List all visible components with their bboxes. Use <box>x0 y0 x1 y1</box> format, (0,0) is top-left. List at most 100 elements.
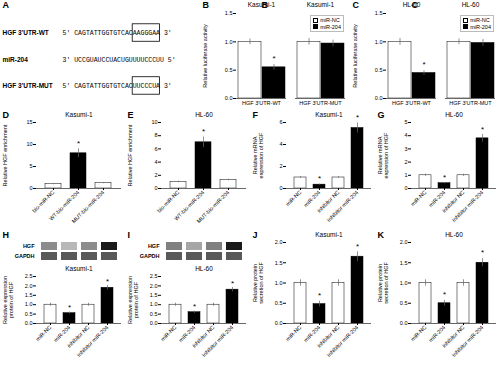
svg-text:1.0: 1.0 <box>225 39 233 45</box>
svg-text:inhibitor miR-204: inhibitor miR-204 <box>326 324 360 358</box>
svg-text:miR-204: miR-204 <box>53 324 72 343</box>
svg-text:E: E <box>128 110 134 120</box>
svg-text:inhibitor miR-204: inhibitor miR-204 <box>451 189 485 223</box>
svg-text:inhibitor miR-204: inhibitor miR-204 <box>76 324 110 358</box>
svg-text:miR-NC: miR-NC <box>34 324 52 342</box>
svg-text:2.0: 2.0 <box>150 283 158 289</box>
svg-text:Relative mRNAexpression of HGF: Relative mRNAexpression of HGF <box>252 132 264 178</box>
svg-text:HGF 3'UTR-MUT: HGF 3'UTR-MUT <box>299 100 342 106</box>
svg-text:K: K <box>378 230 385 240</box>
svg-text:2: 2 <box>154 172 157 178</box>
svg-text:1.5: 1.5 <box>400 260 408 266</box>
svg-text:*: * <box>356 242 359 251</box>
svg-text:Relative HGF enrichment: Relative HGF enrichment <box>127 124 133 186</box>
svg-text:2: 2 <box>279 163 282 169</box>
svg-text:*: * <box>481 248 484 257</box>
svg-text:0: 0 <box>154 185 157 191</box>
svg-text:0.5: 0.5 <box>400 300 408 306</box>
svg-text:HL-60: HL-60 <box>462 1 480 8</box>
svg-text:4: 4 <box>154 159 157 165</box>
svg-text:Relative HGF enrichment: Relative HGF enrichment <box>2 124 8 186</box>
svg-text:1.5: 1.5 <box>275 260 283 266</box>
svg-text:3: 3 <box>404 146 407 152</box>
svg-text:2.0: 2.0 <box>25 283 33 289</box>
svg-text:*: * <box>77 139 80 148</box>
svg-text:4: 4 <box>404 132 407 138</box>
svg-text:0.5: 0.5 <box>150 311 158 317</box>
svg-text:2.0: 2.0 <box>400 239 408 245</box>
svg-text:1.5: 1.5 <box>375 10 383 16</box>
svg-text:0.5: 0.5 <box>225 67 233 73</box>
svg-text:*: * <box>272 54 275 63</box>
svg-text:*: * <box>481 125 484 134</box>
svg-text:Kasumi-1: Kasumi-1 <box>307 1 335 8</box>
svg-text:bio-miR-NC: bio-miR-NC <box>31 189 56 214</box>
svg-text:*: * <box>356 113 359 122</box>
svg-text:0.0: 0.0 <box>275 320 283 326</box>
svg-text:1.5: 1.5 <box>150 292 158 298</box>
svg-text:10: 10 <box>151 119 157 125</box>
svg-text:Relative expressionprotein of: Relative expressionprotein of HGF <box>127 276 139 324</box>
svg-text:10: 10 <box>26 141 32 147</box>
svg-text:*: * <box>443 173 446 182</box>
svg-text:*: * <box>193 302 196 311</box>
svg-text:HGF 3'UTR-MUT: HGF 3'UTR-MUT <box>449 100 492 106</box>
svg-text:Relative luciferase activity: Relative luciferase activity <box>352 24 358 88</box>
svg-text:1.0: 1.0 <box>150 301 158 307</box>
svg-text:0.5: 0.5 <box>375 67 383 73</box>
svg-text:G: G <box>378 110 385 120</box>
svg-text:miR-NC: miR-NC <box>159 324 177 342</box>
svg-text:*: * <box>68 303 71 312</box>
svg-text:0.0: 0.0 <box>400 320 408 326</box>
svg-text:UUCCCUA: UUCCCUA <box>133 83 160 90</box>
svg-text:C: C <box>412 0 419 10</box>
svg-text:0.5: 0.5 <box>25 311 33 317</box>
svg-text:1.0: 1.0 <box>275 280 283 286</box>
svg-text:inhibitor miR-204: inhibitor miR-204 <box>451 324 485 358</box>
svg-text:*: * <box>202 127 205 136</box>
svg-text:Kasumi-1: Kasumi-1 <box>315 111 343 118</box>
svg-text:5' CAGTATTGGTGTCAC: 5' CAGTATTGGTGTCAC <box>63 30 133 37</box>
svg-text:Kasumi-1: Kasumi-1 <box>315 231 343 238</box>
svg-text:*: * <box>231 279 234 288</box>
svg-text:Relative mRNAexpression of HGF: Relative mRNAexpression of HGF <box>377 132 389 178</box>
svg-text:B: B <box>203 0 210 10</box>
svg-text:HGF 3'UTR-MUT: HGF 3'UTR-MUT <box>3 82 53 89</box>
svg-text:miR-NC: miR-NC <box>284 324 302 342</box>
svg-text:Relative proteinsecretion of H: Relative proteinsecretion of HGF <box>377 262 389 304</box>
svg-text:C: C <box>353 0 360 10</box>
svg-text:0.0: 0.0 <box>375 95 383 101</box>
svg-text:HGF: HGF <box>148 243 160 249</box>
svg-text:Relative luciferase activity: Relative luciferase activity <box>202 24 208 88</box>
svg-text:4: 4 <box>279 141 282 147</box>
svg-text:HGF 3'UTR-WT: HGF 3'UTR-WT <box>392 100 432 106</box>
svg-text:Relative expressionprotein of: Relative expressionprotein of HGF <box>2 276 14 324</box>
svg-text:6: 6 <box>279 119 282 125</box>
svg-text:miR-NC: miR-NC <box>409 324 427 342</box>
svg-text:F: F <box>253 110 259 120</box>
svg-text:J: J <box>253 230 258 240</box>
svg-text:AAGGGAA: AAGGGAA <box>133 30 160 37</box>
svg-text:miR-204: miR-204 <box>3 56 29 63</box>
svg-text:2: 2 <box>404 159 407 165</box>
svg-text:2.0: 2.0 <box>275 239 283 245</box>
svg-text:HGF 3'UTR-WT: HGF 3'UTR-WT <box>242 100 282 106</box>
svg-text:I: I <box>128 230 131 240</box>
svg-text:0.0: 0.0 <box>150 320 158 326</box>
svg-text:3' UCCGUAUCCUACUGUUUUCCCUU 5': 3' UCCGUAUCCUACUGUUUUCCCUU 5' <box>63 57 176 64</box>
svg-text:miR-204: miR-204 <box>428 189 447 208</box>
svg-text:*: * <box>318 174 321 183</box>
svg-text:HL-60: HL-60 <box>195 111 213 118</box>
svg-text:MUT-bio-miR-204: MUT-bio-miR-204 <box>71 189 106 224</box>
svg-text:*: * <box>318 291 321 300</box>
svg-text:1.0: 1.0 <box>375 39 383 45</box>
svg-text:5: 5 <box>29 163 32 169</box>
svg-text:miR-204: miR-204 <box>303 189 322 208</box>
svg-text:HL-60: HL-60 <box>445 111 463 118</box>
svg-text:MUT-bio-miR-204: MUT-bio-miR-204 <box>196 189 231 224</box>
svg-text:GAPDH: GAPDH <box>15 253 35 259</box>
svg-text:D: D <box>3 110 10 120</box>
svg-text:0.5: 0.5 <box>275 300 283 306</box>
svg-text:A: A <box>3 0 10 10</box>
svg-text:Kasumi-1: Kasumi-1 <box>65 265 93 272</box>
